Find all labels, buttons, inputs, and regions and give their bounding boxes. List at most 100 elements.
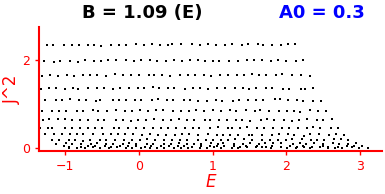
Point <box>263 145 269 148</box>
Point <box>339 146 345 149</box>
Point <box>117 86 124 89</box>
Point <box>69 126 75 129</box>
Point <box>245 99 251 102</box>
Point <box>103 142 109 145</box>
Point <box>189 145 195 148</box>
Point <box>138 99 144 102</box>
Point <box>204 43 211 46</box>
Point <box>280 87 286 90</box>
Point <box>114 146 121 149</box>
Point <box>259 58 266 61</box>
Point <box>268 43 275 46</box>
Point <box>69 87 75 90</box>
Point <box>221 144 227 147</box>
Point <box>59 98 65 101</box>
Point <box>258 118 264 121</box>
Point <box>294 145 300 148</box>
Point <box>67 98 73 101</box>
Point <box>191 118 197 121</box>
Point <box>62 118 69 121</box>
Point <box>291 133 297 136</box>
Point <box>328 126 334 129</box>
Point <box>214 87 221 90</box>
Point <box>77 145 84 148</box>
Point <box>131 60 137 63</box>
Point <box>204 146 210 149</box>
Point <box>64 74 70 77</box>
Point <box>142 146 149 149</box>
Text: A0 = 0.3: A0 = 0.3 <box>280 4 365 22</box>
Point <box>171 146 177 149</box>
Point <box>206 126 213 129</box>
Point <box>113 58 119 61</box>
Point <box>154 59 160 62</box>
Point <box>193 109 199 112</box>
Point <box>278 145 284 148</box>
Point <box>238 126 244 129</box>
Point <box>46 118 52 121</box>
Point <box>150 143 156 146</box>
Point <box>237 145 243 148</box>
Point <box>147 146 153 149</box>
Point <box>80 73 86 76</box>
Point <box>214 133 221 136</box>
Point <box>213 98 219 101</box>
Point <box>146 73 152 76</box>
Point <box>197 44 203 47</box>
Point <box>201 74 208 77</box>
Point <box>120 119 126 122</box>
Point <box>117 145 123 148</box>
Point <box>172 133 178 136</box>
Point <box>245 42 251 46</box>
Point <box>85 127 91 130</box>
Point <box>56 139 62 142</box>
Point <box>244 126 250 129</box>
Point <box>92 127 98 130</box>
Point <box>338 138 344 141</box>
Point <box>42 133 48 136</box>
Point <box>92 145 98 148</box>
Point <box>125 127 131 130</box>
Point <box>61 145 67 148</box>
Point <box>285 43 291 46</box>
Point <box>101 145 107 148</box>
Point <box>57 59 64 62</box>
Point <box>75 60 81 63</box>
Point <box>83 99 89 102</box>
Point <box>296 142 303 145</box>
Point <box>275 59 281 62</box>
Point <box>141 87 147 90</box>
Point <box>121 138 127 141</box>
Point <box>349 146 355 149</box>
Point <box>123 59 129 62</box>
Point <box>320 119 326 122</box>
Point <box>213 43 219 46</box>
Point <box>54 117 60 120</box>
Point <box>112 73 118 76</box>
Point <box>218 109 224 113</box>
Point <box>317 127 323 130</box>
Point <box>233 109 239 112</box>
Point <box>260 43 266 46</box>
Point <box>219 134 226 137</box>
Point <box>231 145 238 148</box>
Point <box>314 138 320 141</box>
Point <box>323 109 329 112</box>
Point <box>239 118 245 121</box>
Point <box>129 110 135 113</box>
Point <box>185 74 191 77</box>
Point <box>80 110 87 113</box>
Point <box>80 139 87 142</box>
Point <box>39 74 45 77</box>
Point <box>182 87 188 91</box>
Point <box>289 137 295 140</box>
Point <box>94 119 100 122</box>
Point <box>177 138 183 141</box>
Point <box>71 74 77 77</box>
Point <box>107 132 114 135</box>
Point <box>49 109 55 112</box>
Point <box>243 109 249 112</box>
Point <box>129 146 136 149</box>
Point <box>301 146 307 149</box>
Point <box>254 43 261 46</box>
